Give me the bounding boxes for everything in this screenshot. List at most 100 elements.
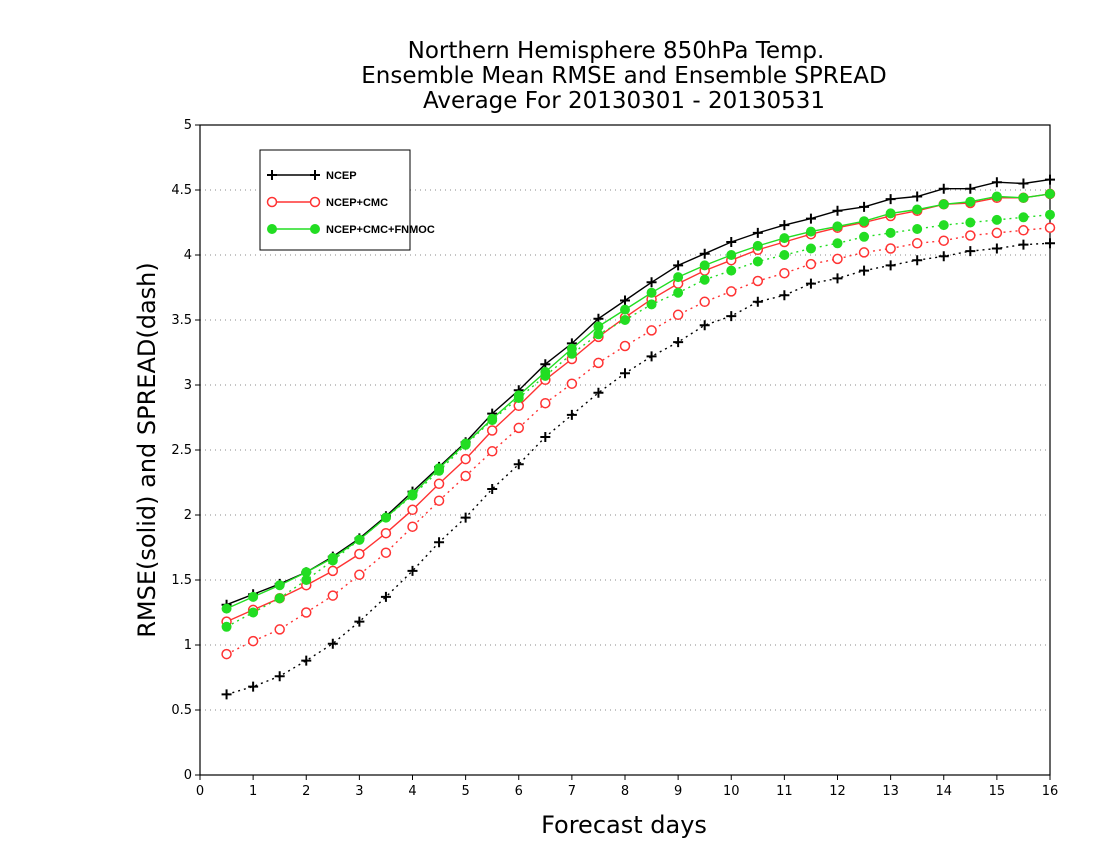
ncep-cmc-spread-point bbox=[672, 309, 684, 321]
ncep-cmc-fnmoc-spread-point bbox=[938, 220, 949, 231]
ncep-cmc-fnmoc-spread-point bbox=[1018, 212, 1029, 223]
ncep-cmc-spread-point bbox=[885, 243, 896, 254]
ncep-cmc-fnmoc-rmse-point bbox=[699, 260, 710, 271]
ncep-cmc-spread-point bbox=[274, 624, 285, 635]
x-tick-label: 11 bbox=[776, 784, 793, 799]
chart-title-line-3: Average For 20130301 - 20130531 bbox=[423, 88, 825, 114]
ncep-cmc-spread-point bbox=[593, 357, 604, 369]
ncep-cmc-fnmoc-rmse-point bbox=[354, 534, 365, 545]
ncep-cmc-fnmoc-spread-point bbox=[620, 315, 630, 325]
ncep-rmse-point bbox=[752, 227, 763, 238]
ncep-spread-point bbox=[699, 320, 710, 331]
ncep-cmc-rmse-point bbox=[433, 478, 445, 490]
ncep-cmc-spread-point bbox=[566, 378, 578, 389]
ncep-cmc-rmse-point bbox=[327, 565, 339, 577]
chart-title-line-2: Ensemble Mean RMSE and Ensemble SPREAD bbox=[361, 63, 886, 89]
ncep-cmc-fnmoc-spread-point bbox=[274, 593, 285, 604]
legend-marker-ncep-cmc-fnmoc bbox=[267, 224, 277, 234]
legend-label-ncep-cmc-fnmoc: NCEP+CMC+FNMOC bbox=[326, 224, 435, 236]
ncep-cmc-fnmoc-rmse-point bbox=[513, 390, 524, 401]
ncep-spread-point bbox=[832, 273, 843, 284]
ncep-cmc-spread-point bbox=[407, 521, 418, 532]
ncep-cmc-spread-point bbox=[433, 495, 445, 506]
y-tick-label: 2 bbox=[184, 508, 192, 523]
ncep-cmc-spread-point bbox=[540, 397, 551, 409]
ncep-cmc-fnmoc-rmse-point bbox=[805, 226, 816, 237]
ncep-cmc-fnmoc-rmse-point bbox=[434, 463, 445, 474]
ncep-cmc-fnmoc-rmse-point bbox=[1018, 192, 1029, 203]
x-tick-label: 6 bbox=[515, 784, 523, 799]
x-axis-label: Forecast days bbox=[541, 811, 707, 839]
ncep-cmc-fnmoc-spread-point bbox=[912, 224, 923, 234]
ncep-spread-point bbox=[566, 409, 577, 420]
y-tick-label: 0 bbox=[184, 768, 192, 783]
y-tick-label: 4.5 bbox=[171, 183, 192, 198]
ncep-cmc-spread-point bbox=[805, 258, 817, 270]
ncep-cmc-fnmoc-rmse-point bbox=[779, 233, 790, 244]
ncep-rmse-point bbox=[991, 177, 1002, 188]
ncep-cmc-fnmoc-spread-point bbox=[221, 621, 232, 632]
ncep-cmc-fnmoc-rmse-line bbox=[226, 193, 1051, 610]
ncep-cmc-spread-point bbox=[858, 247, 870, 258]
ncep-spread-point bbox=[274, 671, 285, 682]
ncep-cmc-fnmoc-rmse-point bbox=[274, 580, 285, 591]
ncep-rmse-point bbox=[1018, 178, 1029, 189]
ncep-cmc-spread-point bbox=[460, 470, 471, 482]
x-tick-label: 12 bbox=[829, 784, 846, 799]
ncep-cmc-spread-point bbox=[513, 422, 524, 434]
legend-label-ncep: NCEP bbox=[326, 170, 357, 182]
ncep-cmc-spread-point bbox=[911, 238, 923, 249]
ncep-spread-point bbox=[248, 681, 259, 692]
series-ncep-cmc-rmse bbox=[221, 188, 1056, 627]
ncep-cmc-fnmoc-rmse-point bbox=[327, 552, 338, 563]
ncep-cmc-spread-point bbox=[832, 253, 843, 265]
ncep-spread-point bbox=[407, 565, 418, 576]
ncep-spread-point bbox=[673, 337, 684, 348]
ncep-rmse-point bbox=[673, 260, 684, 271]
ncep-cmc-fnmoc-spread-point bbox=[1045, 209, 1055, 220]
ncep-cmc-fnmoc-rmse-point bbox=[991, 191, 1002, 202]
ncep-cmc-spread-point bbox=[486, 446, 498, 457]
y-tick-label: 4 bbox=[184, 248, 192, 263]
ncep-spread-point bbox=[885, 260, 896, 271]
ncep-cmc-spread-point bbox=[247, 635, 259, 647]
ncep-cmc-spread-point bbox=[938, 235, 949, 246]
ncep-cmc-fnmoc-rmse-point bbox=[885, 208, 896, 219]
ncep-cmc-fnmoc-spread-point bbox=[673, 287, 684, 298]
y-tick-label: 5 bbox=[184, 118, 192, 133]
x-tick-label: 7 bbox=[568, 784, 576, 799]
ncep-spread-point bbox=[859, 265, 870, 276]
ncep-cmc-fnmoc-spread-point bbox=[699, 274, 710, 285]
series-ncep-cmc-fnmoc-spread bbox=[221, 209, 1055, 632]
series-ncep-cmc-spread bbox=[221, 222, 1056, 660]
x-tick-label: 5 bbox=[461, 784, 469, 799]
ncep-cmc-fnmoc-spread-line bbox=[226, 214, 1051, 628]
y-tick-label: 1 bbox=[184, 638, 192, 653]
ncep-spread-point bbox=[327, 638, 338, 649]
x-tick-label: 2 bbox=[302, 784, 310, 799]
ncep-cmc-fnmoc-rmse-point bbox=[832, 221, 843, 232]
y-tick-label: 3.5 bbox=[171, 313, 192, 328]
ncep-cmc-fnmoc-spread-point bbox=[646, 299, 657, 310]
ncep-spread-point bbox=[301, 655, 312, 666]
ncep-spread-point bbox=[912, 255, 923, 266]
ncep-cmc-fnmoc-rmse-point bbox=[301, 567, 312, 578]
ncep-cmc-fnmoc-spread-point bbox=[752, 256, 763, 267]
ncep-spread-point bbox=[991, 243, 1002, 254]
legend-label-ncep-cmc: NCEP+CMC bbox=[326, 197, 388, 209]
ncep-cmc-fnmoc-spread-point bbox=[779, 250, 790, 260]
ncep-rmse-point bbox=[805, 213, 816, 224]
ncep-cmc-fnmoc-rmse-point bbox=[460, 438, 471, 449]
ncep-cmc-spread-point bbox=[699, 296, 710, 308]
ncep-cmc-spread-point bbox=[991, 227, 1003, 239]
ncep-cmc-fnmoc-spread-point bbox=[991, 214, 1002, 225]
ncep-cmc-fnmoc-spread-point bbox=[832, 238, 843, 249]
x-tick-label: 3 bbox=[355, 784, 363, 799]
ncep-spread-point bbox=[646, 351, 657, 362]
ncep-cmc-rmse-point bbox=[407, 504, 418, 516]
x-tick-label: 4 bbox=[408, 784, 416, 799]
ncep-rmse-point bbox=[938, 183, 949, 194]
legend-marker-ncep-cmc bbox=[309, 196, 321, 208]
ncep-cmc-rmse-point bbox=[486, 425, 498, 436]
